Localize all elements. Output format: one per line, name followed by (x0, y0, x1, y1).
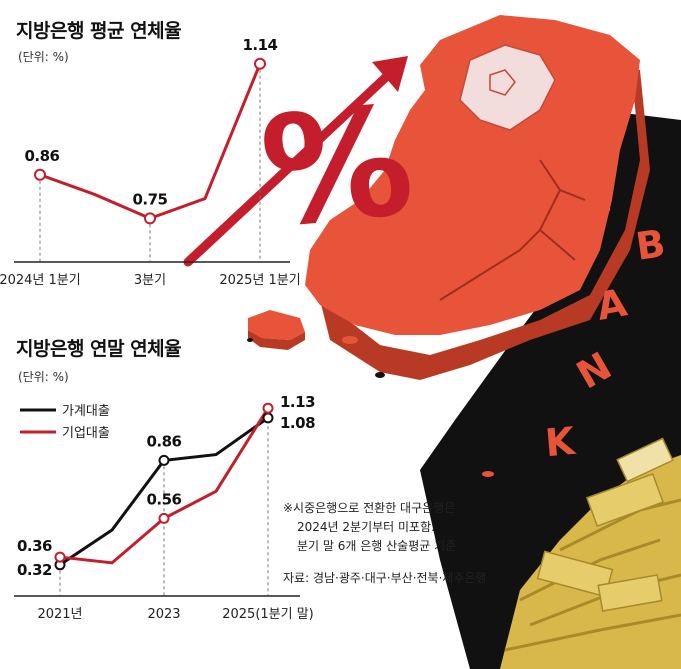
bank-letter-b: B (633, 221, 668, 269)
chart1-unit-note: (단위: %) (18, 50, 69, 64)
data-point-corporate (54, 551, 66, 563)
chart2-unit-note: (단위: %) (18, 370, 69, 384)
x-tick-label: 3분기 (134, 273, 166, 288)
jeju-island (248, 310, 305, 340)
x-tick-label: 2021년 (37, 607, 82, 622)
footnote-line-3: 분기 말 6개 은행 산술평균 기준 (297, 539, 457, 553)
bank-letter-k: K (543, 419, 578, 466)
data-point (144, 212, 156, 225)
chart1-plot: 0.86 0.75 1.14 2024년 1분기 3분기 2025년 1분기 (0, 36, 301, 288)
footnote-line-2: 2024년 2분기부터 미포함. (297, 520, 435, 534)
source-note: 자료: 경남·광주·대구·부산·전북·제주은행 (283, 571, 487, 585)
data-point (34, 168, 46, 181)
trend-arrow (183, 73, 390, 267)
footnote: ※시중은행으로 전환한 대구은행은 2024년 2분기부터 미포함. 분기 말 … (283, 499, 456, 556)
data-point-household (158, 454, 170, 466)
legend-label: 기업대출 (62, 426, 110, 441)
data-label: 0.86 (24, 147, 59, 165)
footnote-line-1: ※시중은행으로 전환한 대구은행은 (283, 501, 456, 515)
percent-sign: % (255, 75, 420, 261)
chart1-title: 지방은행 평균 연체율 (16, 20, 182, 42)
data-label: 0.32 (17, 561, 52, 579)
data-point-corporate (158, 512, 170, 524)
data-label: 0.56 (146, 490, 181, 508)
x-tick-label: 2024년 1분기 (0, 273, 81, 288)
x-tick-label: 2025(1분기 말) (222, 607, 314, 622)
legend-label: 가계대출 (62, 404, 110, 419)
x-tick-label: 2025년 1분기 (219, 273, 300, 288)
x-tick-label: 2023 (147, 607, 180, 622)
map-side-face (320, 40, 650, 380)
chart2-title: 지방은행 연말 연체율 (16, 338, 182, 360)
data-label: 1.14 (242, 36, 277, 54)
data-point-household (262, 412, 274, 424)
data-label: 0.86 (146, 432, 181, 450)
money-pile-image (500, 437, 681, 669)
map-highlight-region (459, 44, 556, 131)
data-label: 1.13 (280, 393, 315, 411)
map-top-face (305, 15, 640, 335)
data-point (254, 57, 266, 70)
data-label: 0.75 (132, 190, 167, 208)
data-label: 0.36 (17, 537, 52, 555)
data-label: 1.08 (280, 414, 315, 432)
data-point-corporate (262, 402, 274, 414)
